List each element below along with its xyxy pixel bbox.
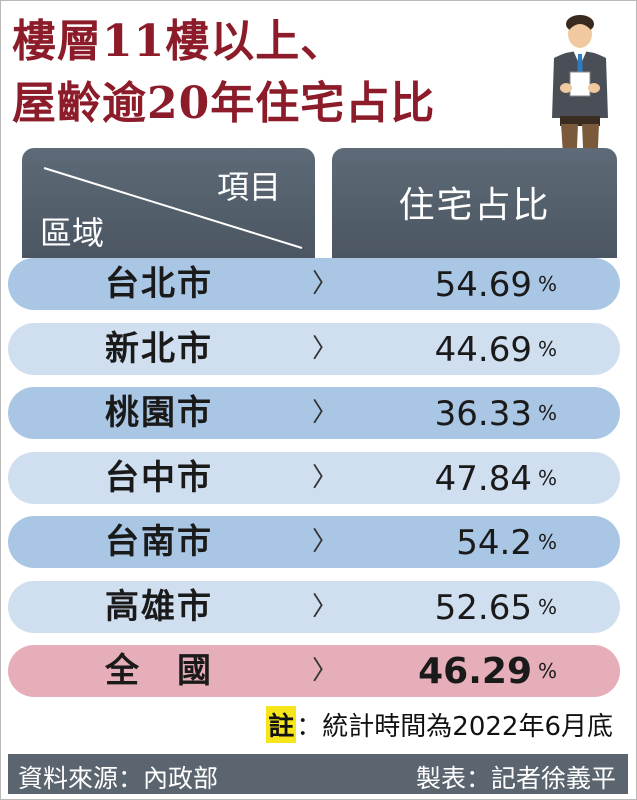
share-value: 44.69 — [434, 330, 532, 370]
chevron-right-icon: 〉 — [312, 334, 339, 364]
header-diagonal-line — [43, 167, 303, 249]
region-name: 台北市 — [105, 264, 213, 304]
table-row: 桃園市 〉 36.33% — [8, 387, 620, 439]
percent-unit: % — [538, 401, 558, 425]
source-footer: 資料來源：內政部 製表：記者徐義平 — [8, 754, 628, 794]
share-value: 46.29 — [418, 651, 532, 692]
region-name: 高雄市 — [105, 587, 213, 627]
header-region-cell: 項目 區域 — [22, 148, 315, 258]
header-item-label: 項目 — [216, 168, 281, 206]
region-name: 桃園市 — [105, 393, 213, 433]
footnote-text: ：統計時間為2022年6月底 — [296, 712, 613, 742]
region-name: 台南市 — [105, 522, 213, 562]
share-value: 52.65 — [434, 588, 532, 628]
credit-text: 製表：記者徐義平 — [415, 764, 616, 793]
table-row: 新北市 〉 44.69% — [8, 323, 620, 375]
footnote: 註：統計時間為2022年6月底 — [266, 706, 613, 743]
share-value: 54.69 — [434, 265, 532, 305]
region-name: 全 國 — [105, 651, 213, 691]
share-value: 36.33 — [434, 394, 532, 434]
percent-unit: % — [538, 595, 558, 619]
percent-unit: % — [538, 272, 558, 296]
source-text: 資料來源：內政部 — [18, 764, 219, 793]
share-value: 54.2 — [456, 523, 532, 563]
header-share-cell: 住宅占比 — [332, 148, 617, 258]
title-line-2: 屋齡逾20年住宅占比 — [12, 78, 436, 129]
share-value: 47.84 — [434, 459, 532, 499]
chevron-right-icon: 〉 — [312, 527, 339, 557]
table-row: 高雄市 〉 52.65% — [8, 581, 620, 633]
percent-unit: % — [538, 530, 558, 554]
table-row-total: 全 國 〉 46.29% — [8, 645, 620, 697]
table-row: 台北市 〉 54.69% — [8, 258, 620, 310]
chevron-right-icon: 〉 — [312, 463, 339, 493]
percent-unit: % — [538, 337, 558, 361]
table-row: 台中市 〉 47.84% — [8, 452, 620, 504]
chevron-right-icon: 〉 — [312, 592, 339, 622]
chevron-right-icon: 〉 — [312, 398, 339, 428]
header-share-label: 住宅占比 — [398, 185, 551, 226]
footnote-key: 註 — [266, 706, 297, 743]
title-line-1: 樓層11樓以上、 — [12, 16, 346, 67]
percent-unit: % — [538, 659, 558, 683]
chevron-right-icon: 〉 — [312, 269, 339, 299]
header-region-label: 區域 — [40, 214, 105, 252]
table-row: 台南市 〉 54.2% — [8, 516, 620, 568]
region-name: 台中市 — [105, 458, 213, 498]
percent-unit: % — [538, 466, 558, 490]
chevron-right-icon: 〉 — [312, 656, 339, 686]
region-name: 新北市 — [105, 329, 213, 369]
